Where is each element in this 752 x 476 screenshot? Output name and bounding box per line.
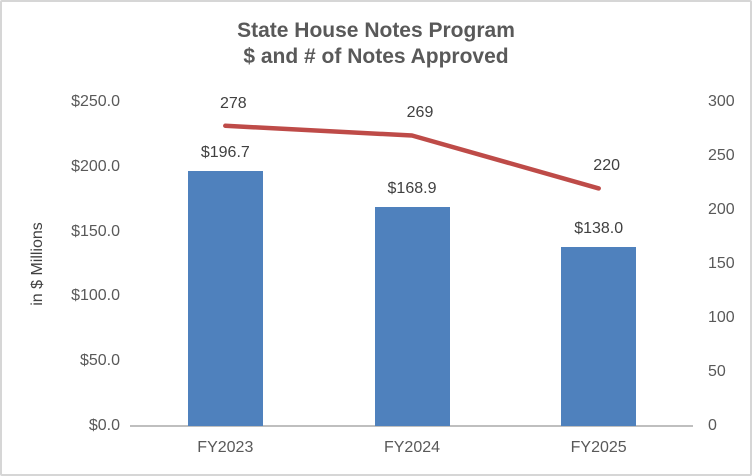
bar-data-label: $196.7 [200,144,250,162]
left-axis-tick: $0.0 [88,417,120,434]
left-axis-tick: $200.0 [71,157,120,175]
line-data-label: 269 [406,104,434,122]
line-data-label: 278 [219,94,247,112]
right-axis-tick: 200 [708,201,735,218]
bar-data-label: $138.0 [574,220,624,238]
left-axis-tick: $50.0 [79,352,120,370]
category-label-fy2024: FY2024 [383,439,441,456]
right-axis-tick: 250 [708,147,735,164]
category-label-fy2023: FY2023 [197,439,254,456]
right-axis-tick: 100 [708,309,735,326]
right-axis-tick: 0 [708,417,717,434]
left-axis-tick: $150.0 [71,222,120,240]
bar-fy2023 [187,171,263,426]
left-axis-tick: $250.0 [71,93,120,110]
bar-fy2025 [561,247,637,426]
category-label-fy2025: FY2025 [570,439,627,456]
chart-title-line2: $ and # of Notes Approved [243,45,509,68]
right-axis-tick: 150 [708,255,735,272]
chart-title: State House Notes Program $ and # of Not… [2,18,750,70]
chart-title-line1: State House Notes Program [237,19,515,42]
bar-fy2024 [374,207,450,426]
right-axis-tick: 300 [708,93,735,110]
line-data-label: 220 [593,157,620,175]
right-axis-tick: 50 [708,363,726,380]
left-axis-tick: $100.0 [71,287,120,305]
bar-data-label: $168.9 [387,180,437,198]
